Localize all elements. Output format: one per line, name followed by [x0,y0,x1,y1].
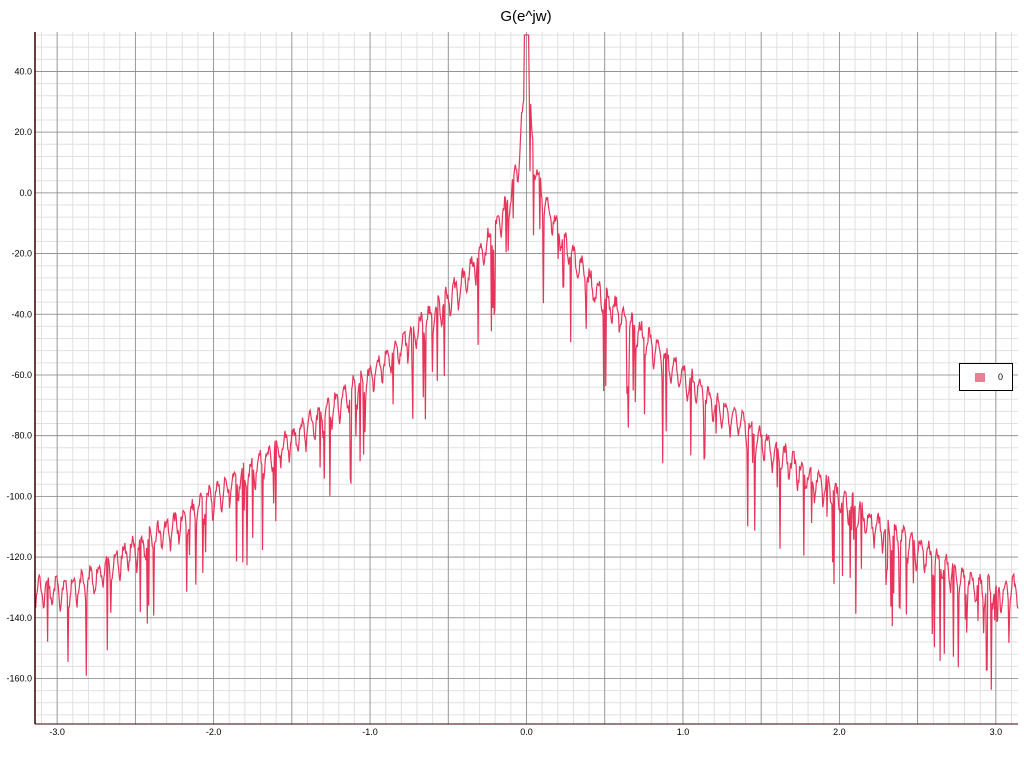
y-tick-label: -120.0 [6,552,32,562]
x-tick-label: 1.0 [677,727,690,737]
y-tick-label: -80.0 [11,431,32,441]
y-tick-label: -60.0 [11,370,32,380]
y-tick-label: 20.0 [14,127,32,137]
axes [34,32,1018,725]
y-tick-label: -140.0 [6,613,32,623]
y-tick-label: -160.0 [6,673,32,683]
tick-labels: -3.0 -2.0 -1.0 0.0 1.0 2.0 3.0 40.0 20.0 0.0 -20.0… [6,66,1002,737]
legend: 0 [959,363,1013,391]
y-tick-label: -100.0 [6,491,32,501]
chart-title: G(e^jw) [500,8,552,25]
x-tick-label: 0.0 [520,727,533,737]
legend-swatch [975,373,985,382]
legend-label: 0 [998,372,1004,382]
y-tick-label: 0.0 [19,188,32,198]
major-grid [35,32,1018,724]
x-tick-label: 3.0 [990,727,1003,737]
y-tick-label: -40.0 [11,309,32,319]
y-tick-label: 40.0 [14,66,32,76]
series-line-0 [34,34,1019,690]
x-tick-label: -3.0 [49,727,65,737]
x-tick-label: 2.0 [833,727,846,737]
y-tick-label: -20.0 [11,249,32,259]
x-tick-label: -2.0 [206,727,222,737]
series-layer [34,34,1019,690]
x-tick-label: -1.0 [362,727,378,737]
